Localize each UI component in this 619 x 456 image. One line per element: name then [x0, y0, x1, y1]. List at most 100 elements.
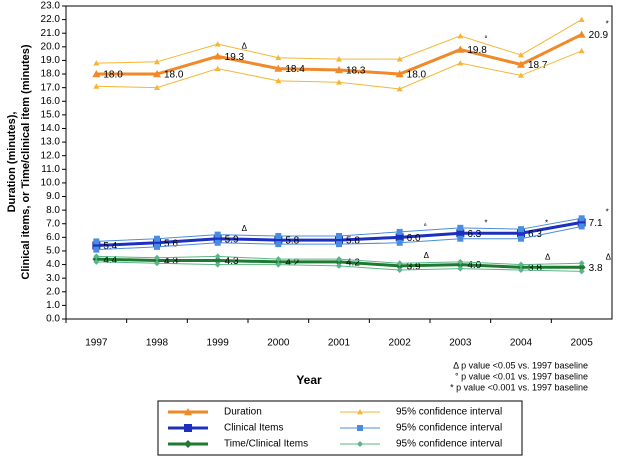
y-axis-title: Duration (minutes), [6, 112, 18, 213]
marker [335, 65, 343, 74]
marker [395, 233, 404, 242]
y-tick-label: 12.0 [41, 150, 61, 161]
data-label: 4.2 [346, 257, 360, 268]
marker [336, 232, 342, 239]
data-label: 18.7 [528, 60, 548, 71]
marker [93, 83, 100, 89]
marker [578, 268, 585, 275]
marker [275, 77, 282, 84]
legend-box [157, 400, 523, 456]
marker [153, 238, 161, 247]
marker [578, 223, 585, 230]
marker [578, 16, 585, 23]
data-label: 7.1 [589, 218, 603, 229]
legend-label: Time/Clinical Items [224, 439, 308, 450]
marker [93, 253, 100, 260]
marker [396, 267, 403, 274]
y-tick-label: 15.0 [41, 110, 61, 121]
significance-mark: Δ [606, 252, 612, 261]
marker [518, 267, 524, 274]
x-axis-title: Year [296, 373, 322, 387]
marker [517, 60, 525, 68]
y-tick-label: 11.0 [41, 164, 60, 175]
data-label: 19.8 [467, 45, 487, 56]
y-tick-label: 16.0 [41, 96, 61, 107]
marker [357, 425, 363, 431]
marker [578, 47, 585, 54]
marker [93, 246, 100, 253]
marker [154, 235, 160, 242]
x-tick-label: 2005 [571, 338, 594, 349]
marker [184, 440, 192, 448]
significance-mark: * [484, 218, 487, 227]
marker [93, 258, 100, 265]
data-label: 6.3 [467, 229, 481, 240]
footnote: * p value <0.001 vs. 1997 baseline [450, 382, 588, 392]
marker [213, 256, 222, 265]
marker [214, 261, 221, 268]
data-label: 18.4 [285, 64, 305, 75]
y-tick-label: 20.0 [41, 41, 61, 52]
marker [154, 84, 160, 91]
marker [335, 236, 343, 245]
marker [396, 56, 403, 62]
marker [396, 86, 403, 92]
data-label: 4.4 [103, 255, 117, 266]
data-label: 5.6 [164, 238, 178, 249]
marker [457, 265, 464, 272]
x-tick-label: 2001 [328, 338, 351, 349]
significance-mark: Δ [545, 252, 551, 261]
data-label: 18.0 [407, 70, 427, 81]
data-label: 18.3 [346, 66, 366, 77]
significance-mark: Δ [242, 224, 248, 233]
y-tick-label: 2.0 [46, 286, 60, 297]
data-label: 4.3 [164, 256, 178, 267]
y-tick-label: 17.0 [41, 82, 61, 93]
marker [214, 253, 221, 260]
data-label: 4.0 [467, 260, 481, 271]
significance-mark: Δ [242, 41, 248, 50]
y-tick-label: 10.0 [41, 178, 61, 189]
y-tick-label: 23.0 [41, 1, 61, 12]
marker [577, 263, 586, 272]
marker [275, 241, 282, 248]
marker [457, 224, 464, 231]
marker [214, 239, 221, 246]
data-label: 20.9 [589, 30, 609, 41]
marker [336, 79, 342, 85]
marker [336, 256, 342, 263]
marker [214, 65, 221, 71]
marker [153, 70, 161, 78]
marker [275, 261, 282, 268]
legend-label: 95% confidence interval [396, 423, 502, 434]
y-tick-label: 5.0 [46, 246, 60, 257]
footnote: Δ p value <0.05 vs. 1997 baseline [453, 360, 588, 370]
marker [457, 60, 464, 66]
marker [518, 226, 524, 233]
x-tick-label: 2002 [389, 338, 412, 349]
data-label: 5.4 [103, 241, 117, 252]
marker [214, 41, 221, 47]
marker [275, 256, 282, 263]
data-label: 4.3 [225, 256, 239, 267]
data-label: 3.8 [528, 263, 542, 274]
marker [457, 32, 464, 39]
marker [184, 408, 192, 416]
y-tick-label: 1.0 [46, 300, 60, 311]
x-tick-label: 2000 [267, 338, 290, 349]
y-tick-label: 8.0 [46, 205, 60, 216]
marker [456, 45, 465, 53]
legend-label: 95% confidence interval [396, 439, 502, 450]
y-tick-label: 19.0 [41, 55, 61, 66]
y-tick-label: 9.0 [46, 191, 60, 202]
marker [518, 72, 524, 78]
y-tick-label: 6.0 [46, 232, 60, 243]
footnote: ° p value <0.01 vs. 1997 baseline [455, 371, 588, 381]
data-label: 3.8 [589, 263, 603, 274]
y-tick-label: 22.0 [41, 14, 61, 25]
marker [357, 441, 363, 447]
marker [92, 241, 101, 250]
legend-label: Clinical Items [224, 423, 283, 434]
x-tick-label: 1997 [85, 338, 108, 349]
